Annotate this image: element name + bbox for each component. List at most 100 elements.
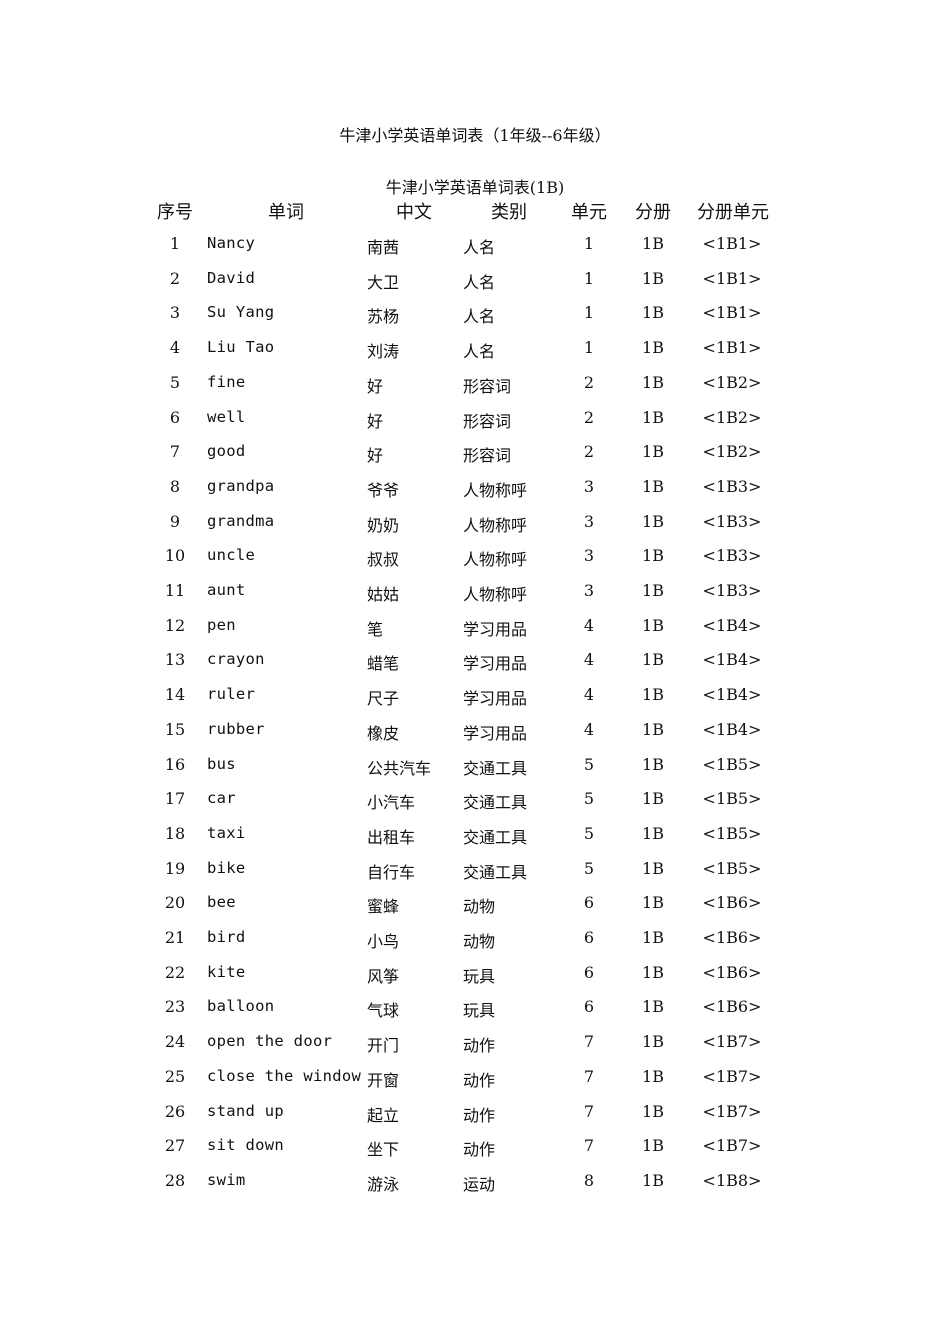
cell-index: 2	[169, 268, 181, 288]
cell-word: sit down	[207, 1136, 285, 1155]
header-unit: 单元	[571, 202, 607, 223]
cell-chinese: 好	[367, 376, 384, 396]
table-title: 牛津小学英语单词表(1B)	[385, 178, 565, 197]
cell-unit: 3	[583, 476, 595, 496]
table-row: 24 open the door 开门 动作 7 1B <1B7>	[0, 1032, 950, 1062]
table-row: 18 taxi 出租车 交通工具 5 1B <1B5>	[0, 824, 950, 854]
cell-volume-unit: <1B5>	[702, 789, 762, 809]
cell-volume-unit: <1B8>	[702, 1170, 762, 1190]
cell-index: 13	[164, 650, 186, 670]
cell-volume-unit: <1B1>	[702, 303, 762, 323]
cell-unit: 3	[583, 546, 595, 566]
cell-volume: 1B	[642, 234, 664, 253]
cell-chinese: 公共汽车	[367, 758, 432, 778]
table-row: 16 bus 公共汽车 交通工具 5 1B <1B5>	[0, 755, 950, 785]
table-row: 4 Liu Tao 刘涛 人名 1 1B <1B1>	[0, 338, 950, 368]
cell-unit: 7	[583, 1032, 595, 1052]
cell-index: 1	[169, 234, 181, 253]
cell-unit: 2	[583, 407, 595, 427]
cell-volume: 1B	[642, 338, 664, 358]
cell-volume: 1B	[642, 476, 664, 496]
table-row: 26 stand up 起立 动作 7 1B <1B7>	[0, 1102, 950, 1132]
cell-word: close the window	[207, 1066, 362, 1085]
cell-category: 人名	[463, 238, 496, 257]
cell-index: 19	[164, 858, 186, 878]
cell-word: pen	[207, 615, 236, 634]
cell-volume-unit: <1B5>	[702, 754, 762, 774]
cell-volume: 1B	[642, 997, 664, 1017]
cell-volume: 1B	[642, 1066, 664, 1086]
cell-word: bus	[207, 754, 236, 773]
cell-chinese: 大卫	[367, 272, 400, 292]
cell-index: 3	[169, 303, 181, 323]
cell-index: 21	[164, 928, 186, 947]
cell-chinese: 蜜蜂	[367, 897, 400, 917]
header-volume-unit: 分册单元	[697, 202, 769, 223]
cell-volume-unit: <1B7>	[702, 1136, 762, 1156]
cell-unit: 5	[583, 858, 595, 878]
cell-category: 形容词	[463, 376, 512, 396]
cell-chinese: 叔叔	[367, 550, 400, 570]
cell-volume-unit: <1B2>	[702, 442, 762, 462]
cell-category: 交通工具	[463, 758, 528, 778]
cell-word: aunt	[207, 581, 246, 599]
cell-chinese: 坐下	[367, 1140, 400, 1160]
cell-index: 4	[169, 338, 181, 358]
cell-volume-unit: <1B6>	[702, 997, 762, 1017]
cell-volume: 1B	[642, 546, 664, 566]
cell-unit: 6	[583, 893, 595, 913]
cell-chinese: 橡皮	[367, 723, 400, 743]
cell-index: 14	[164, 685, 186, 705]
cell-volume: 1B	[642, 928, 664, 947]
cell-word: open the door	[207, 1032, 333, 1051]
cell-chinese: 笔	[367, 619, 384, 639]
cell-unit: 4	[583, 650, 595, 670]
cell-volume-unit: <1B6>	[702, 962, 762, 982]
table-row: 8 grandpa 爷爷 人物称呼 3 1B <1B3>	[0, 477, 950, 507]
cell-volume-unit: <1B1>	[702, 268, 762, 288]
cell-word: car	[207, 789, 236, 808]
cell-volume-unit: <1B1>	[702, 234, 762, 253]
table-row: 12 pen 笔 学习用品 4 1B <1B4>	[0, 616, 950, 646]
cell-volume-unit: <1B2>	[702, 372, 762, 392]
cell-volume-unit: <1B7>	[702, 1066, 762, 1086]
table-row: 28 swim 游泳 运动 8 1B <1B8>	[0, 1171, 950, 1201]
cell-chinese: 开窗	[367, 1070, 400, 1090]
cell-volume-unit: <1B3>	[702, 511, 762, 531]
cell-unit: 1	[583, 268, 595, 288]
table-row: 19 bike 自行车 交通工具 5 1B <1B5>	[0, 859, 950, 889]
cell-chinese: 气球	[367, 1001, 400, 1021]
table-row: 2 David 大卫 人名 1 1B <1B1>	[0, 269, 950, 299]
cell-chinese: 南茜	[367, 238, 400, 257]
cell-unit: 5	[583, 789, 595, 809]
cell-index: 27	[164, 1136, 186, 1156]
cell-chinese: 好	[367, 446, 384, 466]
table-row: 5 fine 好 形容词 2 1B <1B2>	[0, 373, 950, 403]
cell-word: grandma	[207, 511, 275, 530]
cell-chinese: 游泳	[367, 1174, 400, 1194]
cell-word: ruler	[207, 685, 256, 704]
cell-index: 7	[169, 442, 181, 462]
cell-unit: 8	[583, 1170, 595, 1190]
cell-volume-unit: <1B6>	[702, 893, 762, 913]
header-word: 单词	[268, 202, 304, 223]
table-row: 27 sit down 坐下 动作 7 1B <1B7>	[0, 1136, 950, 1166]
cell-category: 人物称呼	[463, 585, 528, 604]
cell-chinese: 苏杨	[367, 307, 400, 327]
table-row: 20 bee 蜜蜂 动物 6 1B <1B6>	[0, 893, 950, 923]
cell-word: fine	[207, 372, 246, 391]
cell-index: 28	[164, 1170, 186, 1190]
cell-unit: 5	[583, 754, 595, 774]
cell-index: 17	[164, 789, 186, 809]
table-row: 21 bird 小鸟 动物 6 1B <1B6>	[0, 928, 950, 958]
table-row: 10 uncle 叔叔 人物称呼 3 1B <1B3>	[0, 546, 950, 576]
cell-index: 24	[164, 1032, 186, 1052]
table-row: 11 aunt 姑姑 人物称呼 3 1B <1B3>	[0, 581, 950, 611]
cell-chinese: 爷爷	[367, 480, 400, 500]
cell-volume: 1B	[642, 511, 664, 531]
cell-word: good	[207, 442, 246, 461]
cell-unit: 4	[583, 719, 595, 739]
cell-volume-unit: <1B1>	[702, 338, 762, 358]
cell-chinese: 姑姑	[367, 585, 400, 604]
cell-chinese: 蜡笔	[367, 654, 400, 674]
